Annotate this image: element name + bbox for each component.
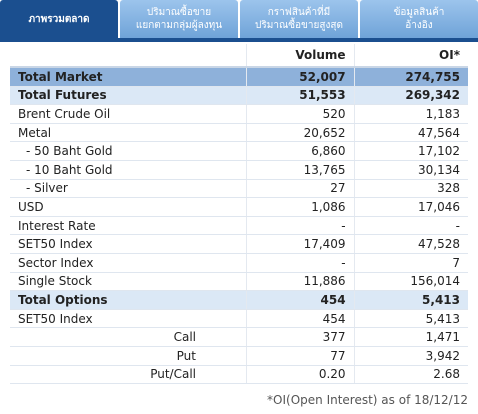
table-row: - 10 Baht Gold 13,765 30,134 xyxy=(10,160,468,180)
footnote: *OI(Open Interest) as of 18/12/12 xyxy=(267,393,468,407)
table-row: Single Stock 11,886 156,014 xyxy=(10,272,468,292)
table-row: Put 77 3,942 xyxy=(10,346,468,366)
value-cell: 51,553 xyxy=(246,86,355,106)
value-cell: - xyxy=(246,216,355,236)
value-cell: - xyxy=(353,216,468,236)
value-cell: 2.68 xyxy=(353,365,468,385)
row-label: Brent Crude Oil xyxy=(10,104,247,124)
header-row: Volume OI* xyxy=(10,44,468,68)
row-label: USD xyxy=(10,197,247,217)
value-cell: 7 xyxy=(353,253,468,273)
value-cell: 30,134 xyxy=(353,160,468,180)
header-cell: Volume xyxy=(246,44,355,68)
row-label: Put xyxy=(10,346,247,366)
row-label: Metal xyxy=(10,123,247,143)
value-cell: 1,471 xyxy=(353,327,468,347)
row-label: Single Stock xyxy=(10,272,247,292)
row-label: Interest Rate xyxy=(10,216,247,236)
value-cell: 47,528 xyxy=(353,234,468,254)
header-cell: OI* xyxy=(353,44,468,68)
tab[interactable]: ข้อมูลสินค้าอ้างอิง xyxy=(360,0,478,38)
row-label: - Silver xyxy=(10,179,247,199)
value-cell: 3,942 xyxy=(353,346,468,366)
value-cell: 274,755 xyxy=(353,67,468,87)
value-cell: 1,183 xyxy=(353,104,468,124)
row-label: Total Options xyxy=(10,290,247,310)
table-row: Put/Call 0.20 2.68 xyxy=(10,365,468,385)
value-cell: 156,014 xyxy=(353,272,468,292)
row-label: - 50 Baht Gold xyxy=(10,141,247,161)
value-cell: 17,046 xyxy=(353,197,468,217)
table-row: Metal 20,652 47,564 xyxy=(10,123,468,143)
value-cell: 20,652 xyxy=(246,123,355,143)
row-label: Total Futures xyxy=(10,86,247,106)
table-row: USD 1,086 17,046 xyxy=(10,197,468,217)
value-cell: 1,086 xyxy=(246,197,355,217)
table-row: Interest Rate - - xyxy=(10,216,468,236)
value-cell: 11,886 xyxy=(246,272,355,292)
value-cell: 0.20 xyxy=(246,365,355,385)
value-cell: 27 xyxy=(246,179,355,199)
tab-label: ภาพรวมตลาด xyxy=(28,13,90,25)
tab-label: ปริมาณซื้อขายสูงสุด xyxy=(255,20,343,31)
table-row: Total Market 52,007 274,755 xyxy=(10,67,468,87)
tab-label: ข้อมูลสินค้า xyxy=(393,7,445,18)
value-cell: 47,564 xyxy=(353,123,468,143)
row-label: Total Market xyxy=(10,67,247,87)
header-cell xyxy=(10,44,247,68)
tab-label: ปริมาณซื้อขาย xyxy=(146,7,212,18)
table-row: Total Options 454 5,413 xyxy=(10,290,468,310)
table-row: SET50 Index 17,409 47,528 xyxy=(10,234,468,254)
value-cell: 17,409 xyxy=(246,234,355,254)
tab-label: กราฟสินค้าที่มี xyxy=(267,7,331,18)
table-row: Sector Index -7 xyxy=(10,253,468,273)
tab-label: อ้างอิง xyxy=(405,20,433,31)
value-cell: 377 xyxy=(246,327,355,347)
value-cell: 5,413 xyxy=(353,290,468,310)
row-label: - 10 Baht Gold xyxy=(10,160,247,180)
value-cell: 6,860 xyxy=(246,141,355,161)
table-row: Call 377 1,471 xyxy=(10,327,468,347)
row-label: SET50 Index xyxy=(10,234,247,254)
row-label: SET50 Index xyxy=(10,309,247,329)
value-cell: 520 xyxy=(246,104,355,124)
table-row: SET50 Index 454 5,413 xyxy=(10,309,468,329)
table-row: - 50 Baht Gold 6,860 17,102 xyxy=(10,141,468,161)
value-cell: 13,765 xyxy=(246,160,355,180)
row-label: Call xyxy=(10,327,247,347)
value-cell: - xyxy=(246,253,355,273)
tab-label: แยกตามกลุ่มผู้ลงทุน xyxy=(135,20,223,31)
row-label: Put/Call xyxy=(10,365,247,385)
value-cell: 328 xyxy=(353,179,468,199)
value-cell: 17,102 xyxy=(353,141,468,161)
table-row: Total Futures 51,553 269,342 xyxy=(10,86,468,106)
table-row: - Silver 27 328 xyxy=(10,179,468,199)
tab[interactable]: ปริมาณซื้อขายแยกตามกลุ่มผู้ลงทุน xyxy=(120,0,238,38)
tab[interactable]: ภาพรวมตลาด xyxy=(0,0,118,38)
tab[interactable]: กราฟสินค้าที่มีปริมาณซื้อขายสูงสุด xyxy=(240,0,358,38)
value-cell: 454 xyxy=(246,309,355,329)
value-cell: 77 xyxy=(246,346,355,366)
value-cell: 52,007 xyxy=(246,67,355,87)
value-cell: 269,342 xyxy=(353,86,468,106)
row-label: Sector Index xyxy=(10,253,247,273)
table-row: Brent Crude Oil 520 1,183 xyxy=(10,104,468,124)
value-cell: 454 xyxy=(246,290,355,310)
value-cell: 5,413 xyxy=(353,309,468,329)
tab-bar: ภาพรวมตลาด ปริมาณซื้อขายแยกตามกลุ่มผู้ลงท… xyxy=(0,0,478,42)
market-table: Volume OI* Total Market 52,007 274,755 Total … xyxy=(10,44,468,385)
